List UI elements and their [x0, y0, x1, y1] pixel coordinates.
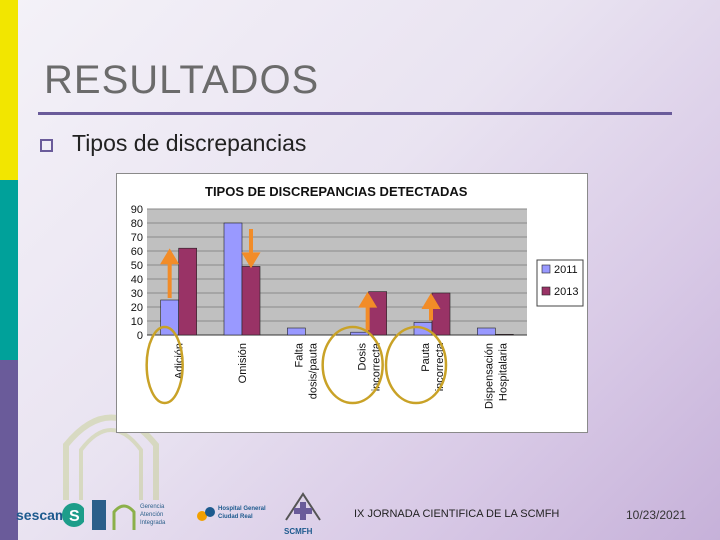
svg-text:Atención: Atención [140, 512, 163, 518]
y-tick-label: 80 [131, 218, 143, 230]
up-arrow-icon [421, 293, 441, 321]
svg-text:S: S [69, 508, 80, 525]
y-tick-label: 60 [131, 246, 143, 258]
up-arrow-icon [358, 291, 378, 331]
bar-2011-5 [477, 327, 496, 336]
x-tick-label: dosis/pauta [307, 342, 319, 399]
bar-2011-3 [350, 331, 369, 336]
legend-label-2013: 2013 [554, 286, 578, 298]
down-arrow-icon [241, 229, 261, 269]
accent-bar-purple [0, 360, 18, 540]
bullet-square-icon [40, 139, 53, 152]
plot-area [147, 209, 527, 335]
title-divider [38, 112, 672, 115]
highlight-ellipse [321, 325, 384, 405]
footer-logos: sescam S Gerencia Atención Integrada Hos… [0, 488, 340, 540]
bullet-text: Tipos de discrepancias [72, 130, 307, 156]
bar-2013-1 [241, 266, 261, 336]
highlight-ellipse [145, 325, 184, 405]
bar-2013-0 [178, 247, 197, 336]
footer-date: 10/23/2021 [626, 508, 687, 522]
slide-title: RESULTADOS [44, 58, 320, 102]
y-tick-label: 10 [131, 316, 143, 328]
legend-label-2011: 2011 [554, 264, 578, 276]
bar-chart: TIPOS DE DISCREPANCIAS DETECTADAS 0 10 20 30… [131, 184, 584, 409]
sescam-logo-text: sescam [16, 507, 67, 523]
x-tick-label: Hospitalaria [497, 342, 509, 401]
bar-2013-5 [495, 334, 514, 336]
arch-watermark-icon [63, 414, 159, 500]
svg-text:Ciudad Real: Ciudad Real [218, 514, 253, 520]
legend-swatch-2011 [541, 264, 551, 274]
bar-2011-1 [223, 222, 243, 336]
gerencia-logo: Gerencia Atención Integrada [92, 500, 184, 534]
svg-text:Gerencia: Gerencia [140, 504, 165, 510]
y-tick-label: 90 [131, 204, 143, 216]
sescam-logo: sescam S [14, 498, 86, 534]
y-tick-label: 40 [131, 274, 143, 286]
x-tick-label: Dosis [357, 343, 369, 371]
chart-title: TIPOS DE DISCREPANCIAS DETECTADAS [205, 184, 468, 199]
x-tick-label: Dispensación [483, 343, 495, 409]
bar-2011-2 [287, 327, 306, 336]
x-tick-label: Falta [293, 342, 305, 367]
scmfh-logo-text: SCMFH [284, 527, 313, 536]
up-arrow-icon [160, 248, 180, 298]
svg-text:Integrada: Integrada [140, 520, 166, 526]
legend-swatch-2013 [541, 286, 551, 296]
x-tick-label: Pauta [420, 342, 432, 372]
y-tick-label: 50 [131, 260, 143, 272]
scmfh-logo: SCMFH [280, 490, 326, 540]
accent-bar-yellow [0, 0, 18, 180]
x-tick-label: Omisión [237, 343, 249, 383]
y-tick-label: 30 [131, 288, 143, 300]
hospital-logo: Hospital General Ciudad Real [194, 498, 274, 536]
svg-text:Hospital General: Hospital General [218, 506, 266, 512]
y-tick-label: 70 [131, 232, 143, 244]
chart-container: TIPOS DE DISCREPANCIAS DETECTADAS 0 10 20 30… [116, 173, 588, 433]
footer-event: IX JORNADA CIENTIFICA DE LA SCMFH [354, 508, 560, 520]
accent-bar-teal [0, 180, 18, 360]
y-tick-label: 0 [137, 330, 143, 342]
highlight-ellipse [384, 325, 448, 405]
y-tick-label: 20 [131, 302, 143, 314]
